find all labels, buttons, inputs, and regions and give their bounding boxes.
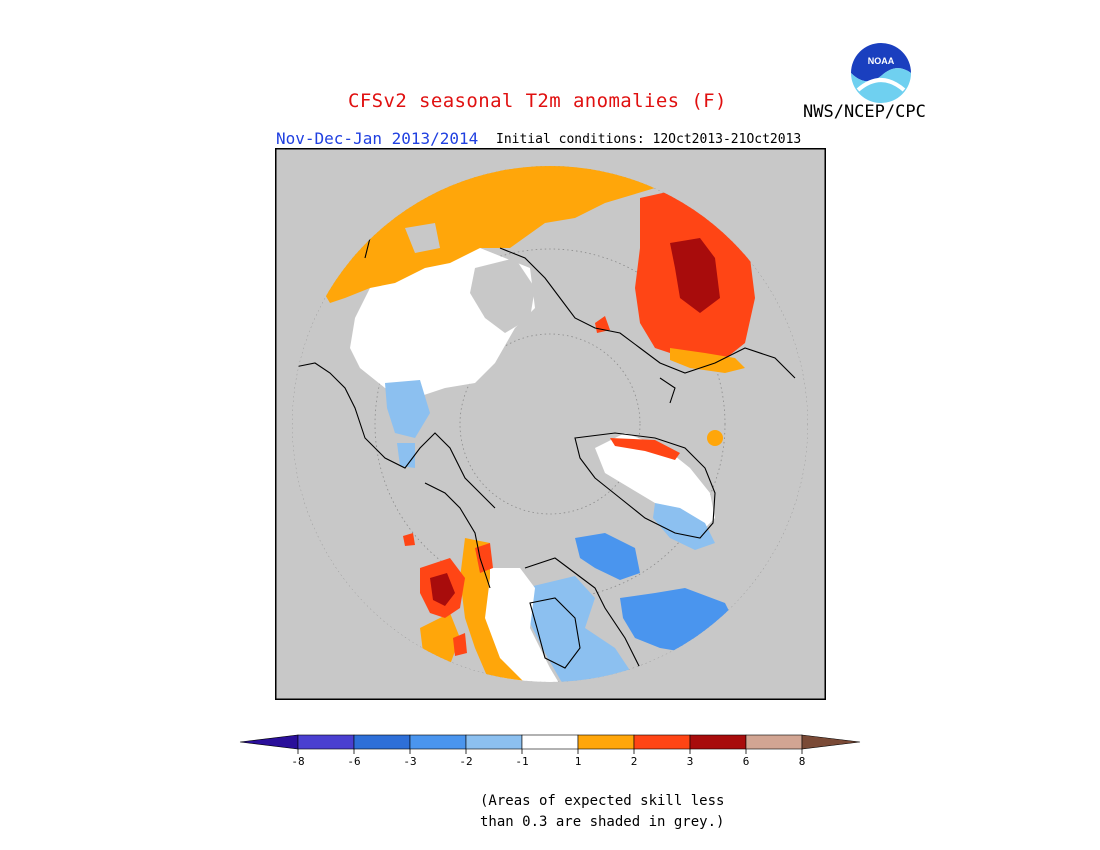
colorbar-tick-label: 8: [799, 755, 806, 768]
region-alaska-spot: [403, 533, 415, 546]
anomaly-map: [275, 148, 826, 700]
skill-note: (Areas of expected skill less than 0.3 a…: [480, 791, 724, 833]
skill-note-line-2: than 0.3 are shaded in grey.): [480, 814, 725, 830]
colorbar-box: [353, 734, 411, 750]
colorbar-tick-label: -1: [515, 755, 528, 768]
region-hudson-blue: [525, 576, 635, 682]
region-europe-blue-2: [397, 443, 415, 468]
colorbar-tick-label: 2: [631, 755, 638, 768]
noaa-logo-icon: NOAA: [851, 43, 911, 103]
initial-conditions: Initial conditions: 12Oct2013-21Oct2013: [496, 132, 802, 147]
colorbar-box: [465, 734, 523, 750]
colorbar-box: [689, 734, 747, 750]
colorbar-tick-label: 6: [743, 755, 750, 768]
region-grey-eurasia-west: [405, 223, 440, 253]
region-bc-red-2: [475, 543, 493, 573]
region-chukotka-dark: [670, 238, 720, 313]
region-baffin-blue: [575, 533, 640, 580]
region-spot-orange: [707, 430, 723, 446]
colorbar-box: [297, 734, 355, 750]
region-grey-siberia: [470, 258, 535, 333]
colorbar-arrow-left: [239, 734, 299, 750]
colorbar-arrow-right: [801, 734, 861, 750]
colorbar: -8 -6 -3 -2 -1 1 2 3 6 8: [239, 734, 861, 768]
colorbar-boxes: [239, 734, 861, 750]
colorbar-box: [577, 734, 635, 750]
coastlines: [292, 217, 796, 682]
colorbar-ticks: -8 -6 -3 -2 -1 1 2 3 6 8: [291, 749, 805, 768]
colorbar-box: [521, 734, 579, 750]
chart-title: CFSv2 seasonal T2m anomalies (F): [348, 90, 727, 112]
colorbar-tick-label: -8: [291, 755, 304, 768]
colorbar-box: [745, 734, 803, 750]
region-europe-blue: [385, 380, 430, 438]
region-greenland-coast: [610, 438, 680, 460]
region-siberia-east-orange: [670, 348, 745, 373]
colorbar-tick-label: 3: [687, 755, 694, 768]
agency-label: NWS/NCEP/CPC: [803, 102, 926, 122]
skill-note-line-1: (Areas of expected skill less: [480, 793, 725, 809]
colorbar-box: [633, 734, 691, 750]
colorbar-tick-label: 1: [575, 755, 582, 768]
colorbar-tick-label: -3: [403, 755, 416, 768]
logo-text: NOAA: [868, 56, 895, 66]
region-bc-dark: [430, 573, 455, 606]
colorbar-tick-label: -2: [459, 755, 472, 768]
colorbar-box: [409, 734, 467, 750]
region-bc-red-3: [453, 633, 467, 656]
forecast-period: Nov-Dec-Jan 2013/2014: [276, 129, 479, 148]
region-west-na-orange: [460, 538, 545, 682]
region-greenland-white: [595, 433, 715, 533]
colorbar-tick-label: -6: [347, 755, 360, 768]
